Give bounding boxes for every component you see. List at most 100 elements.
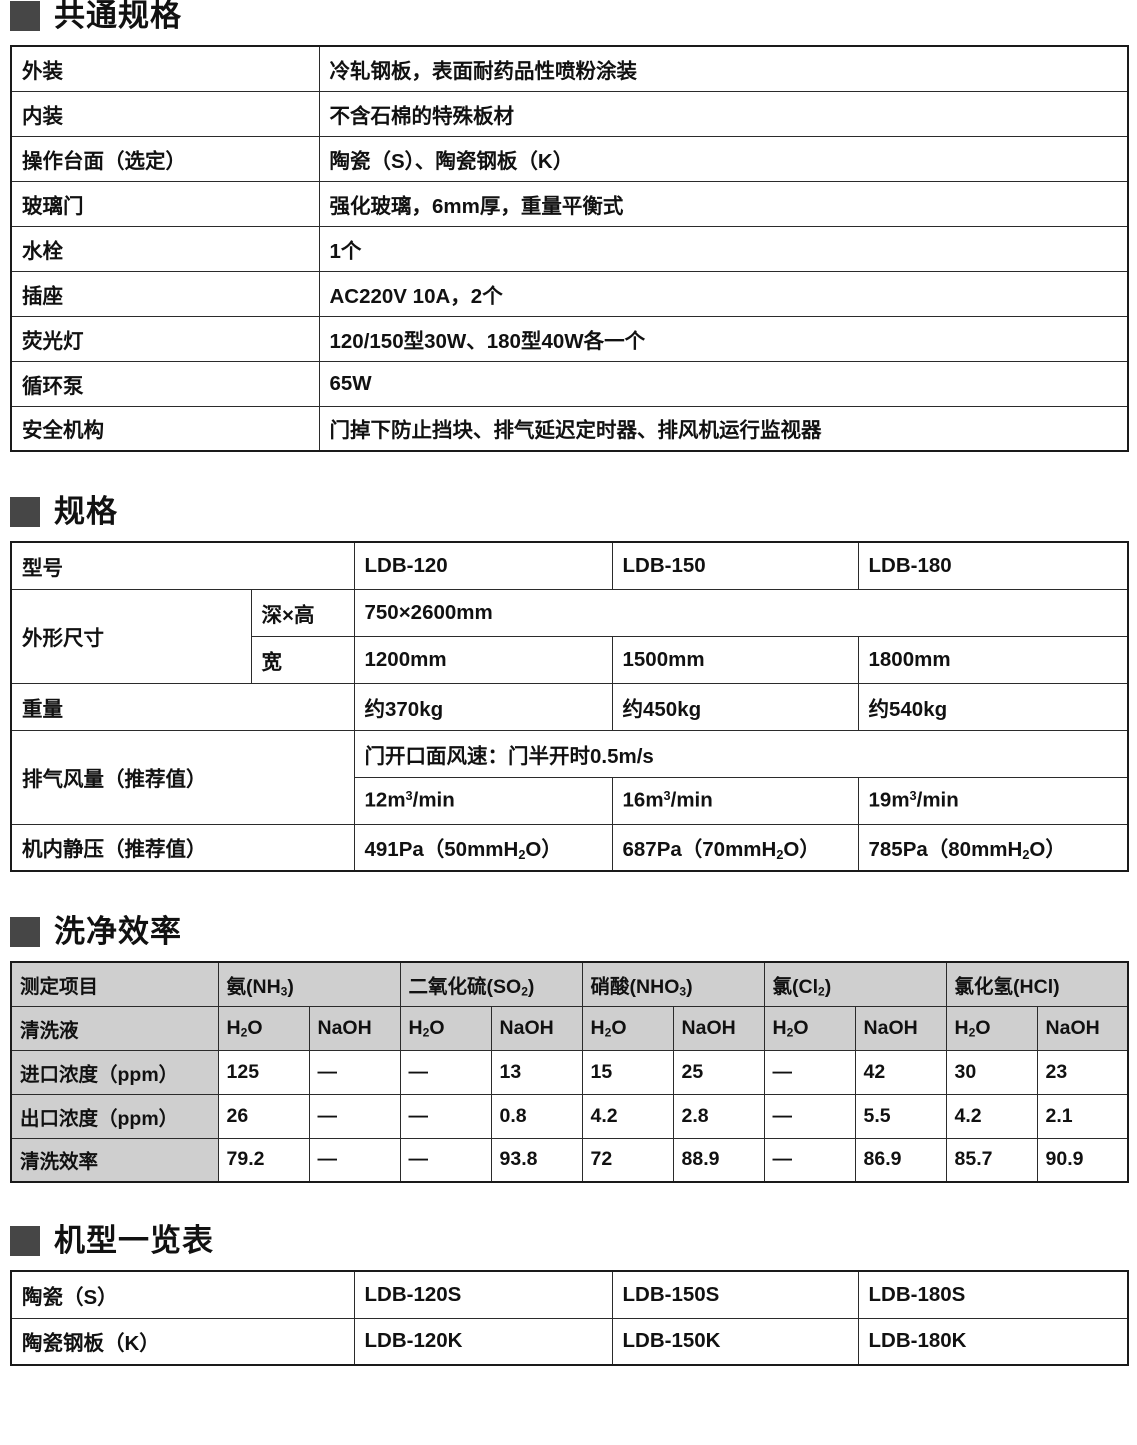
exhaust-unit-tail: /min: [670, 788, 713, 812]
solution-name: H: [772, 1016, 787, 1039]
group-name: 硝酸(NHO: [590, 975, 680, 998]
cell-value: 23: [1036, 1049, 1129, 1095]
table-row: 玻璃门 强化玻璃，6mm厚，重量平衡式: [10, 180, 1129, 227]
value-weight-150: 约450kg: [611, 682, 859, 731]
cell-value: 86.9: [854, 1137, 947, 1183]
cell-value: 13: [490, 1049, 583, 1095]
row-label: 荧光灯: [10, 315, 320, 362]
solution-naoh: NaOH: [490, 1005, 583, 1051]
row-value: 120/150型30W、180型40W各一个: [318, 315, 1129, 362]
header-model-label: 型号: [10, 541, 355, 590]
group-subscript: 2: [521, 984, 528, 999]
row-value: AC220V 10A，2个: [318, 270, 1129, 317]
group-subscript: 2: [818, 984, 825, 999]
table-spec: 型号 LDB-120 LDB-150 LDB-180 外形尺寸 深×高 750×…: [10, 541, 1129, 872]
cell-model: LDB-120S: [353, 1270, 613, 1319]
solution-h2o: H2O: [763, 1005, 856, 1051]
header-model-180: LDB-180: [857, 541, 1129, 590]
solution-naoh: NaOH: [854, 1005, 947, 1051]
table-row: 12m3/min 16m3/min 19m3/min: [11, 776, 1129, 825]
solution-subscript: 2: [786, 1025, 794, 1040]
exhaust-unit-base: m: [387, 788, 406, 812]
group-header-nitric-acid: 硝酸(NHO3): [581, 961, 765, 1007]
pressure-subscript: 2: [776, 847, 784, 863]
cell-value: —: [763, 1049, 856, 1095]
value-exhaust-150: 16m3/min: [611, 776, 859, 825]
group-header-ammonia: 氨(NH3): [217, 961, 401, 1007]
square-marker-icon: [10, 496, 40, 527]
group-header-sulfur-dioxide: 二氧化硫(SO2): [399, 961, 583, 1007]
group-tail: ): [527, 975, 535, 998]
row-label: 操作台面（选定）: [10, 135, 320, 182]
cell-value: 72: [581, 1137, 674, 1183]
cell-model: LDB-180S: [857, 1270, 1129, 1319]
table-row: 宽 1200mm 1500mm 1800mm: [11, 635, 1129, 684]
cell-value: —: [308, 1093, 401, 1139]
solution-name: H: [408, 1016, 423, 1039]
sub-label-width: 宽: [250, 635, 355, 684]
table-row: 插座 AC220V 10A，2个: [10, 270, 1129, 317]
row-label-exhaust: 排气风量（推荐值）: [10, 729, 355, 825]
section-title-common-spec: 共通规格: [54, 0, 182, 33]
section-header-model-list: 机型一览表: [10, 1225, 1127, 1256]
cell-model: LDB-150S: [611, 1270, 859, 1319]
row-value: 陶瓷（S）、陶瓷钢板（K）: [318, 135, 1129, 182]
value-exhaust-180: 19m3/min: [857, 776, 1129, 825]
row-label-ceramic: 陶瓷（S）: [10, 1270, 355, 1319]
cell-value: —: [399, 1049, 492, 1095]
solution-subscript: 2: [240, 1025, 248, 1040]
exhaust-number: 19: [868, 788, 892, 812]
header-solution-label: 清洗液: [10, 1005, 219, 1051]
value-exhaust-120: 12m3/min: [353, 776, 613, 825]
row-label-inlet-concentration: 进口浓度（ppm）: [10, 1049, 219, 1095]
solution-h2o: H2O: [945, 1005, 1038, 1051]
group-name: 二氧化硫(SO: [408, 975, 522, 998]
table-row: 重量 约370kg 约450kg 约540kg: [10, 682, 1129, 731]
table-wash-efficiency: 测定项目 氨(NH3) 二氧化硫(SO2) 硝酸(NHO3) 氯(Cl2) 氯化…: [10, 961, 1130, 1183]
cell-value: 30: [945, 1049, 1038, 1095]
exhaust-number: 12: [364, 788, 388, 812]
row-value: 强化玻璃，6mm厚，重量平衡式: [318, 180, 1129, 227]
table-row: 外形尺寸 深×高 750×2600mm: [10, 588, 1129, 684]
solution-subscript: 2: [604, 1025, 612, 1040]
solution-name: H: [226, 1016, 241, 1039]
value-width-120: 1200mm: [353, 635, 613, 684]
row-label: 安全机构: [10, 405, 320, 452]
cell-value: —: [399, 1093, 492, 1139]
row-label: 玻璃门: [10, 180, 320, 227]
table-row: 排气风量（推荐值） 门开口面风速：门半开时0.5m/s: [10, 729, 1129, 825]
value-width-180: 1800mm: [857, 635, 1129, 684]
row-value: 1个: [318, 225, 1129, 272]
cell-value: —: [399, 1137, 492, 1183]
row-label: 插座: [10, 270, 320, 317]
group-header-chlorine: 氯(Cl2): [763, 961, 947, 1007]
exhaust-unit-exponent: 3: [663, 788, 671, 804]
solution-tail: O: [611, 1016, 627, 1039]
cell-value: 42: [854, 1049, 947, 1095]
group-subscript: 3: [280, 984, 288, 999]
table-row: 水栓 1个: [10, 225, 1129, 272]
pressure-text: 687Pa（70mmH: [622, 838, 777, 862]
solution-name: H: [954, 1016, 969, 1039]
section-header-spec: 规格: [10, 496, 1127, 527]
table-row: 荧光灯 120/150型30W、180型40W各一个: [10, 315, 1129, 362]
solution-tail: O: [247, 1016, 263, 1039]
solution-tail: O: [793, 1016, 809, 1039]
table-row: 安全机构 门掉下防止挡块、排气延迟定时器、排风机运行监视器: [10, 405, 1129, 452]
group-name: 氯化氢(HCl): [954, 975, 1060, 998]
solution-subscript: 2: [968, 1025, 976, 1040]
cell-value: 0.8: [490, 1093, 583, 1139]
row-label: 循环泵: [10, 360, 320, 407]
cell-value: 4.2: [581, 1093, 674, 1139]
table-row: 机内静压（推荐值） 491Pa（50mmH2O） 687Pa（70mmH2O） …: [10, 823, 1129, 872]
group-tail: ): [824, 975, 832, 998]
header-model-120: LDB-120: [353, 541, 613, 590]
cell-value: 88.9: [672, 1137, 765, 1183]
pressure-tail: O）: [783, 838, 820, 862]
value-width-150: 1500mm: [611, 635, 859, 684]
row-label-ceramic-steel: 陶瓷钢板（K）: [10, 1317, 355, 1366]
section-title-spec: 规格: [54, 494, 118, 529]
cell-value: 125: [217, 1049, 310, 1095]
row-label: 内装: [10, 90, 320, 137]
